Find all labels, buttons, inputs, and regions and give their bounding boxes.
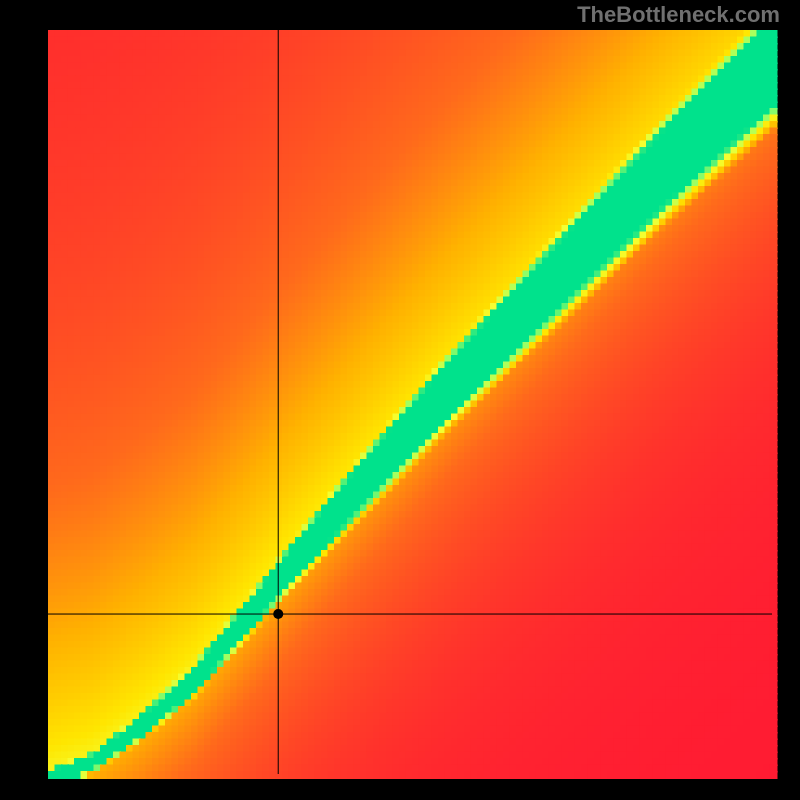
- watermark-text: TheBottleneck.com: [577, 2, 780, 28]
- chart-container: TheBottleneck.com: [0, 0, 800, 800]
- bottleneck-heatmap: [0, 0, 800, 800]
